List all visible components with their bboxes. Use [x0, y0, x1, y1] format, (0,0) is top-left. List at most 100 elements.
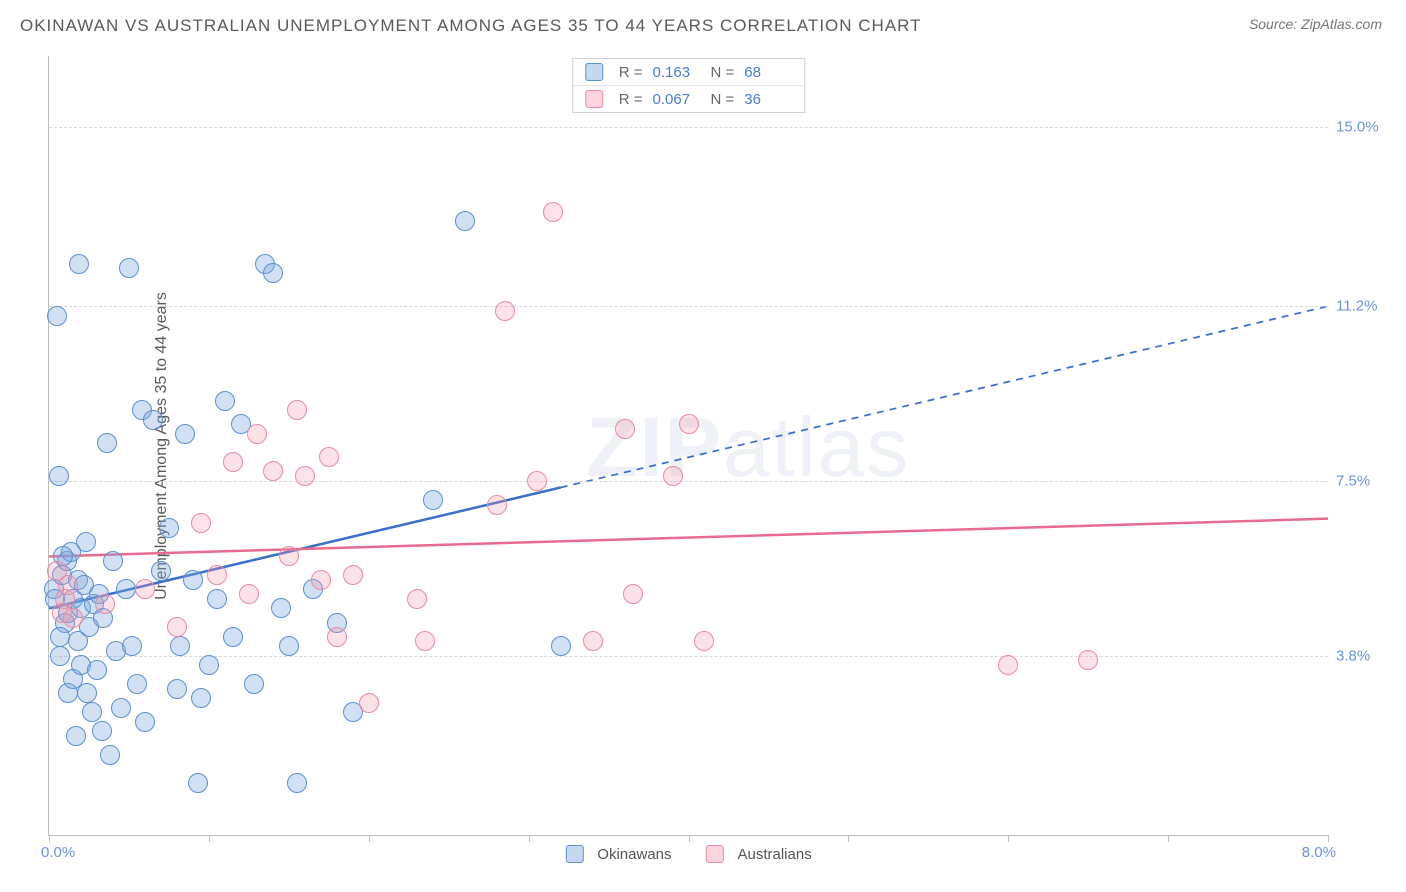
data-point: [97, 433, 117, 453]
gridline: [49, 656, 1328, 657]
data-point: [295, 466, 315, 486]
x-tick: [1328, 835, 1329, 842]
data-point: [111, 698, 131, 718]
data-point: [191, 513, 211, 533]
watermark-light: atlas: [723, 400, 910, 494]
legend-item-okinawans: Okinawans: [565, 845, 671, 863]
data-point: [191, 688, 211, 708]
data-point: [311, 570, 331, 590]
data-point: [551, 636, 571, 656]
trend-line-solid: [49, 519, 1328, 557]
data-point: [527, 471, 547, 491]
data-point: [95, 594, 115, 614]
data-point: [63, 608, 83, 628]
y-tick-label: 11.2%: [1336, 298, 1390, 315]
data-point: [1078, 650, 1098, 670]
x-tick: [369, 835, 370, 842]
data-point: [66, 726, 86, 746]
data-point: [135, 579, 155, 599]
data-point: [359, 693, 379, 713]
gridline: [49, 481, 1328, 482]
data-point: [92, 721, 112, 741]
swatch-icon: [585, 90, 603, 108]
data-point: [143, 410, 163, 430]
scatter-plot-area: ZIPatlas R = 0.163 N = 68 R = 0.067 N = …: [48, 56, 1328, 836]
data-point: [415, 631, 435, 651]
data-point: [247, 424, 267, 444]
data-point: [100, 745, 120, 765]
data-point: [151, 561, 171, 581]
data-point: [215, 391, 235, 411]
x-tick: [689, 835, 690, 842]
x-tick: [529, 835, 530, 842]
x-axis-max-label: 8.0%: [1302, 844, 1336, 861]
data-point: [239, 584, 259, 604]
data-point: [167, 679, 187, 699]
data-point: [543, 202, 563, 222]
legend-item-australians: Australians: [706, 845, 812, 863]
data-point: [135, 712, 155, 732]
data-point: [487, 495, 507, 515]
y-tick-label: 15.0%: [1336, 118, 1390, 135]
gridline: [49, 127, 1328, 128]
data-point: [170, 636, 190, 656]
data-point: [287, 400, 307, 420]
data-point: [263, 263, 283, 283]
x-axis-min-label: 0.0%: [41, 844, 75, 861]
data-point: [76, 532, 96, 552]
data-point: [615, 419, 635, 439]
data-point: [58, 575, 78, 595]
data-point: [87, 660, 107, 680]
legend-label: Australians: [738, 846, 812, 863]
data-point: [271, 598, 291, 618]
data-point: [50, 646, 70, 666]
r-value: 0.163: [653, 64, 701, 81]
data-point: [263, 461, 283, 481]
trend-line-dashed: [561, 306, 1328, 487]
data-point: [244, 674, 264, 694]
trend-lines: [49, 56, 1328, 835]
data-point: [199, 655, 219, 675]
data-point: [623, 584, 643, 604]
gridline: [49, 306, 1328, 307]
data-point: [175, 424, 195, 444]
data-point: [495, 301, 515, 321]
data-point: [223, 452, 243, 472]
data-point: [207, 565, 227, 585]
data-point: [116, 579, 136, 599]
data-point: [103, 551, 123, 571]
swatch-icon: [706, 845, 724, 863]
data-point: [188, 773, 208, 793]
data-point: [119, 258, 139, 278]
source-label: Source: ZipAtlas.com: [1249, 16, 1382, 32]
n-value: 68: [744, 64, 792, 81]
data-point: [167, 617, 187, 637]
y-tick-label: 7.5%: [1336, 472, 1390, 489]
x-tick: [209, 835, 210, 842]
chart-title: OKINAWAN VS AUSTRALIAN UNEMPLOYMENT AMON…: [20, 16, 922, 36]
x-tick: [1168, 835, 1169, 842]
swatch-icon: [585, 63, 603, 81]
data-point: [279, 546, 299, 566]
data-point: [407, 589, 427, 609]
stats-legend-box: R = 0.163 N = 68 R = 0.067 N = 36: [572, 58, 806, 113]
data-point: [423, 490, 443, 510]
data-point: [663, 466, 683, 486]
data-point: [49, 466, 69, 486]
data-point: [159, 518, 179, 538]
data-point: [77, 683, 97, 703]
data-point: [50, 627, 70, 647]
data-point: [183, 570, 203, 590]
data-point: [998, 655, 1018, 675]
data-point: [455, 211, 475, 231]
stats-row-okinawans: R = 0.163 N = 68: [573, 59, 805, 85]
n-value: 36: [744, 91, 792, 108]
bottom-legend: Okinawans Australians: [565, 845, 811, 863]
x-tick: [1008, 835, 1009, 842]
data-point: [207, 589, 227, 609]
data-point: [122, 636, 142, 656]
data-point: [343, 565, 363, 585]
stats-row-australians: R = 0.067 N = 36: [573, 85, 805, 112]
legend-label: Okinawans: [597, 846, 671, 863]
data-point: [127, 674, 147, 694]
